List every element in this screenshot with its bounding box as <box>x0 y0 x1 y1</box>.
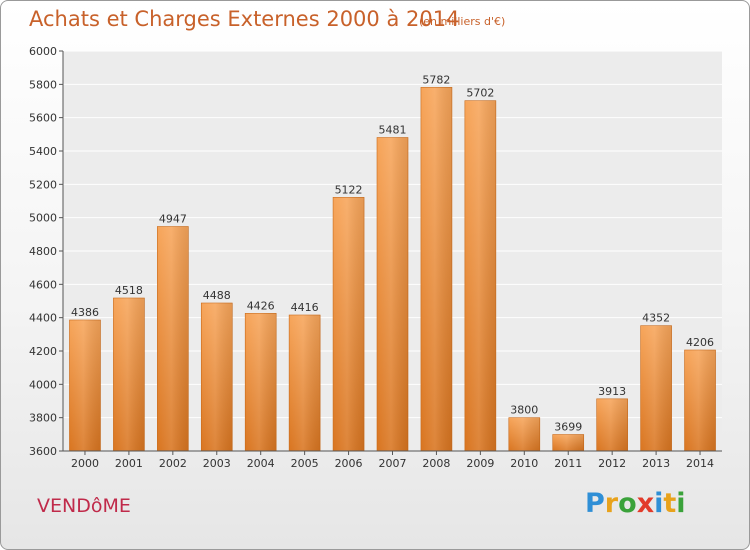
y-tick-label: 5800 <box>29 78 57 91</box>
x-tick-label-2006: 2006 <box>335 457 363 470</box>
bar-shine <box>552 434 584 451</box>
brand-letter: t <box>663 488 677 519</box>
value-label-2004: 4426 <box>247 299 275 312</box>
brand-letter: o <box>618 488 637 519</box>
x-tick-label-2005: 2005 <box>291 457 319 470</box>
bar-shine <box>201 303 233 451</box>
value-label-2007: 5481 <box>379 124 407 137</box>
x-tick-label-2002: 2002 <box>159 457 187 470</box>
location-name: VENDôME <box>37 495 131 517</box>
value-label-2002: 4947 <box>159 213 187 226</box>
value-label-2014: 4206 <box>686 336 714 349</box>
y-tick-label: 3800 <box>29 412 57 425</box>
value-label-2005: 4416 <box>291 301 319 314</box>
y-tick-label: 5600 <box>29 112 57 125</box>
y-tick-label: 5400 <box>29 145 57 158</box>
y-tick-label: 4000 <box>29 378 57 391</box>
value-label-2003: 4488 <box>203 289 231 302</box>
bar-shine <box>157 226 189 451</box>
x-tick-label-2004: 2004 <box>247 457 275 470</box>
bar-shine <box>420 87 452 451</box>
brand-letter: i <box>654 488 664 519</box>
chart-subtitle: (en milliers d'€) <box>419 15 506 28</box>
bar-shine <box>596 398 628 451</box>
value-label-2001: 4518 <box>115 284 143 297</box>
y-tick-label: 4200 <box>29 345 57 358</box>
bar-shine <box>377 137 408 451</box>
x-tick-label-2000: 2000 <box>71 457 99 470</box>
x-tick-label-2014: 2014 <box>686 457 714 470</box>
value-label-2011: 3699 <box>554 421 582 434</box>
bar-shine <box>508 417 540 451</box>
bar-shine <box>113 298 145 451</box>
brand-letter: P <box>585 488 605 519</box>
value-label-2012: 3913 <box>598 385 626 398</box>
x-tick-label-2008: 2008 <box>422 457 450 470</box>
value-label-2013: 4352 <box>642 312 670 325</box>
bar-shine <box>464 100 496 452</box>
value-label-2010: 3800 <box>510 404 538 417</box>
brand-letter: i <box>676 488 686 519</box>
y-tick-label: 6000 <box>29 45 57 58</box>
brand-letter: x <box>636 488 655 519</box>
bar-shine <box>640 325 672 451</box>
value-label-2008: 5782 <box>422 73 450 86</box>
value-label-2006: 5122 <box>335 183 363 196</box>
y-tick-label: 3600 <box>29 445 57 458</box>
bar-shine <box>245 313 277 451</box>
x-tick-label-2003: 2003 <box>203 457 231 470</box>
bar-shine <box>69 320 101 451</box>
chart-title: Achats et Charges Externes 2000 à 2014 <box>29 7 460 31</box>
x-tick-label-2009: 2009 <box>466 457 494 470</box>
value-label-2009: 5702 <box>466 87 494 100</box>
y-tick-label: 5200 <box>29 178 57 191</box>
bar-shine <box>289 315 321 451</box>
bar-shine <box>684 350 716 451</box>
y-tick-label: 4400 <box>29 312 57 325</box>
x-tick-label-2011: 2011 <box>554 457 582 470</box>
y-tick-label: 4600 <box>29 278 57 291</box>
value-label-2000: 4386 <box>71 306 99 319</box>
y-tick-label: 4800 <box>29 245 57 258</box>
x-tick-label-2010: 2010 <box>510 457 538 470</box>
x-tick-label-2007: 2007 <box>379 457 407 470</box>
x-tick-label-2012: 2012 <box>598 457 626 470</box>
x-tick-label-2013: 2013 <box>642 457 670 470</box>
y-tick-label: 5000 <box>29 212 57 225</box>
bar-shine <box>333 197 365 451</box>
brand-letter: r <box>604 488 619 519</box>
x-tick-label-2001: 2001 <box>115 457 143 470</box>
proxiti-logo: Proxiti <box>585 488 686 519</box>
